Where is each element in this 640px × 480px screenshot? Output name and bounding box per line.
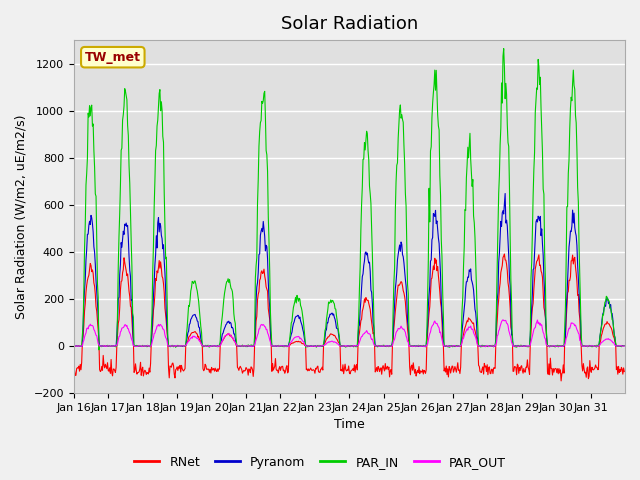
X-axis label: Time: Time: [334, 419, 365, 432]
Legend: RNet, Pyranom, PAR_IN, PAR_OUT: RNet, Pyranom, PAR_IN, PAR_OUT: [129, 451, 511, 474]
Title: Solar Radiation: Solar Radiation: [281, 15, 418, 33]
Text: TW_met: TW_met: [85, 51, 141, 64]
Y-axis label: Solar Radiation (W/m2, uE/m2/s): Solar Radiation (W/m2, uE/m2/s): [15, 114, 28, 319]
